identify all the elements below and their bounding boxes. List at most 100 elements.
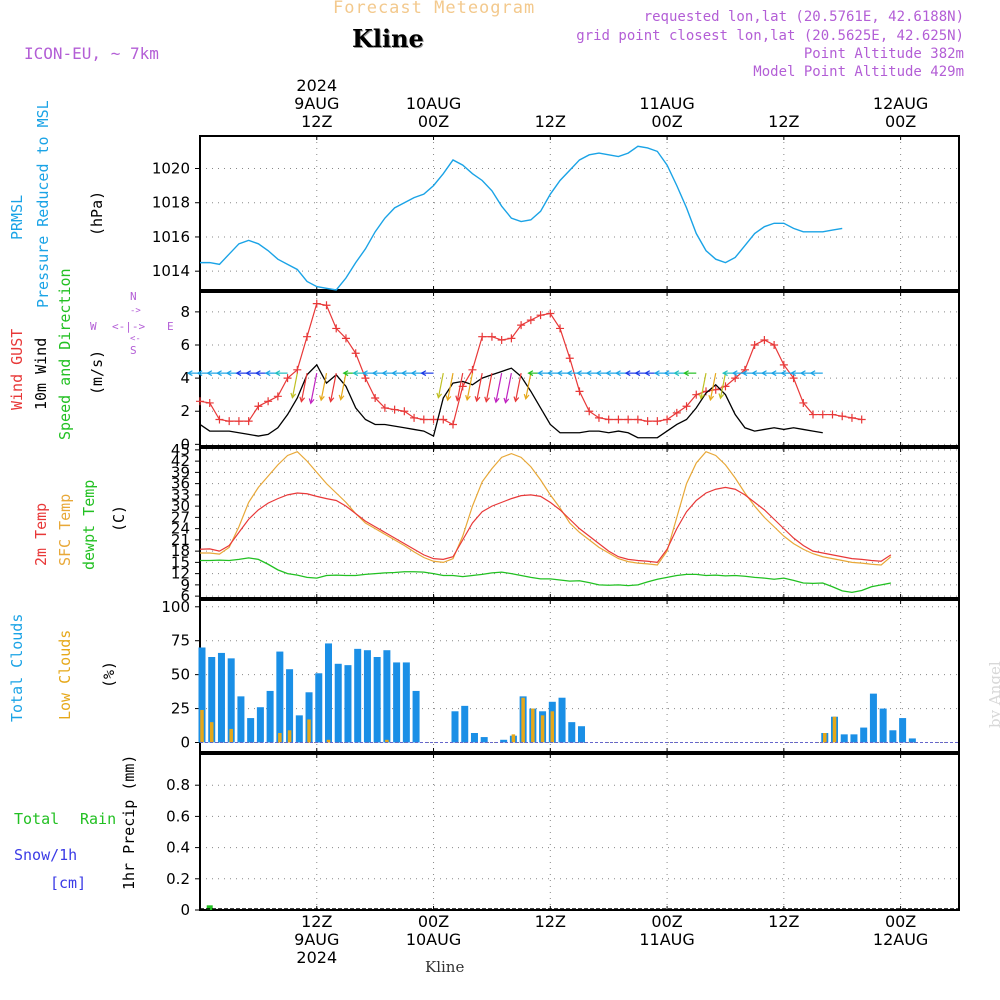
wind-gust-marker <box>565 354 574 363</box>
wind-direction-arrowhead <box>780 370 787 377</box>
wind-direction-arrowhead <box>400 370 407 377</box>
wind-direction-arrowhead <box>644 370 651 377</box>
wind-gust-marker <box>594 413 603 422</box>
wind-direction-arrow <box>310 373 318 404</box>
ytick-label-4: 0.6 <box>166 807 190 825</box>
ytick-label-2: 39 <box>171 463 190 481</box>
low-clouds-bar <box>540 715 545 743</box>
wind-gust-marker <box>575 387 584 396</box>
time-label-top: 10AUG <box>405 94 462 113</box>
ytick-label-2: 24 <box>171 520 190 538</box>
wind-gust-marker <box>536 311 545 320</box>
ytick-label-2: 30 <box>171 497 190 515</box>
wind-gust-marker <box>225 417 234 426</box>
wind-gust-marker <box>672 408 681 417</box>
wind-direction-arrow <box>709 373 717 401</box>
time-label-bottom: 9AUG <box>294 930 340 949</box>
wind-direction-arrowhead <box>523 393 530 401</box>
wind-gust-marker <box>234 417 243 426</box>
wind-gust-marker <box>604 415 613 424</box>
wind-gust-marker <box>254 402 263 411</box>
total-clouds-bar <box>850 734 858 743</box>
wind-direction-arrowhead <box>799 370 806 377</box>
low-clouds-bar <box>521 697 525 743</box>
time-label-top: 00Z <box>884 112 917 131</box>
dewpt-line <box>200 557 892 594</box>
total-clouds-bar <box>276 651 284 743</box>
wind-gust-marker <box>653 417 662 426</box>
total-clouds-bar <box>500 739 508 743</box>
ytick-label-0: 1014 <box>152 262 190 280</box>
total-clouds-bar <box>315 673 323 743</box>
total-clouds-bar <box>461 705 469 743</box>
time-label-top: 2024 <box>296 76 338 95</box>
wind-direction-arrowhead <box>371 370 378 377</box>
panel-frame-4 <box>199 753 960 911</box>
wind-10m-line <box>199 363 823 439</box>
total-clouds-bar <box>198 647 206 743</box>
wind-gust-marker <box>857 415 866 424</box>
wind-gust-marker <box>439 415 448 424</box>
wind-direction-arrowhead <box>513 396 520 403</box>
precip-rain-label: Rain <box>80 810 117 828</box>
total-clouds-bar <box>577 726 586 743</box>
time-label-bottom: 10AUG <box>405 930 462 949</box>
low-clouds-bar <box>229 728 233 743</box>
wind-gust-marker <box>293 365 302 374</box>
total-clouds-bar <box>879 708 887 743</box>
wind-direction-arrowhead <box>196 370 203 377</box>
wind-direction-arrowhead <box>225 370 232 377</box>
ytick-label-4: 0.2 <box>166 870 190 888</box>
wind-direction-arrowhead <box>290 392 297 399</box>
wind-gust-marker <box>779 360 788 369</box>
wind-gust-marker <box>312 299 321 308</box>
wind-gust-marker <box>449 420 457 429</box>
wind-gust-marker <box>322 301 331 310</box>
time-label-bottom: 00Z <box>417 912 450 931</box>
wind-gust-marker <box>556 324 565 333</box>
panel-frame-0 <box>199 135 960 291</box>
time-label-bottom: 12Z <box>301 912 333 931</box>
wind-gust-marker <box>663 415 672 424</box>
wind-direction-arrowhead <box>585 370 592 377</box>
wind-gust-marker <box>750 340 759 349</box>
wind-direction-arrowhead <box>760 370 767 377</box>
wind-gust-marker <box>380 403 389 412</box>
wind-direction-arrowhead <box>465 394 471 402</box>
total-clouds-bar <box>344 665 352 743</box>
compass-n: N <box>130 290 137 303</box>
wind-gust-marker <box>196 397 204 406</box>
wind-gust-marker <box>760 336 769 345</box>
wind-direction-arrow <box>340 373 347 400</box>
ytick-label-2: 36 <box>171 475 190 493</box>
precip-snow-label: Snow/1h <box>14 846 78 864</box>
ytick-label-2: 21 <box>171 531 190 549</box>
wind-direction-arrowhead <box>493 397 500 404</box>
low-clouds-bar <box>531 708 535 743</box>
wind-direction-arrowhead <box>338 394 345 401</box>
low-clouds-bar <box>550 711 555 743</box>
ytick-label-0: 1020 <box>152 160 190 178</box>
wind-gust-marker <box>244 417 253 426</box>
wind-direction-arrowhead <box>595 370 602 377</box>
wind-direction-arrowhead <box>698 393 705 400</box>
wind-direction-arrowhead <box>751 370 758 377</box>
wind-gust-marker <box>624 415 633 424</box>
wind-direction-arrowhead <box>653 370 660 377</box>
total-clouds-bar <box>451 711 459 743</box>
wind-direction-arrow <box>330 373 337 402</box>
ytick-label-3: 50 <box>171 666 190 684</box>
total-clouds-bar <box>256 707 264 743</box>
ytick-label-3: 0 <box>180 734 190 752</box>
compass-v-top: -> <box>130 306 141 316</box>
total-clouds-bar <box>266 690 274 743</box>
precip-total-label: Total <box>14 810 60 828</box>
wind-gust-marker <box>692 390 701 399</box>
wind-direction-arrowhead <box>809 370 816 377</box>
total-clouds-bar <box>908 738 916 743</box>
time-label-top: 12Z <box>534 112 566 131</box>
wind-direction-arrowhead <box>634 370 641 377</box>
wind-gust-marker <box>390 405 399 414</box>
ytick-label-2: 9 <box>180 576 190 594</box>
total-clouds-bar <box>286 669 294 743</box>
